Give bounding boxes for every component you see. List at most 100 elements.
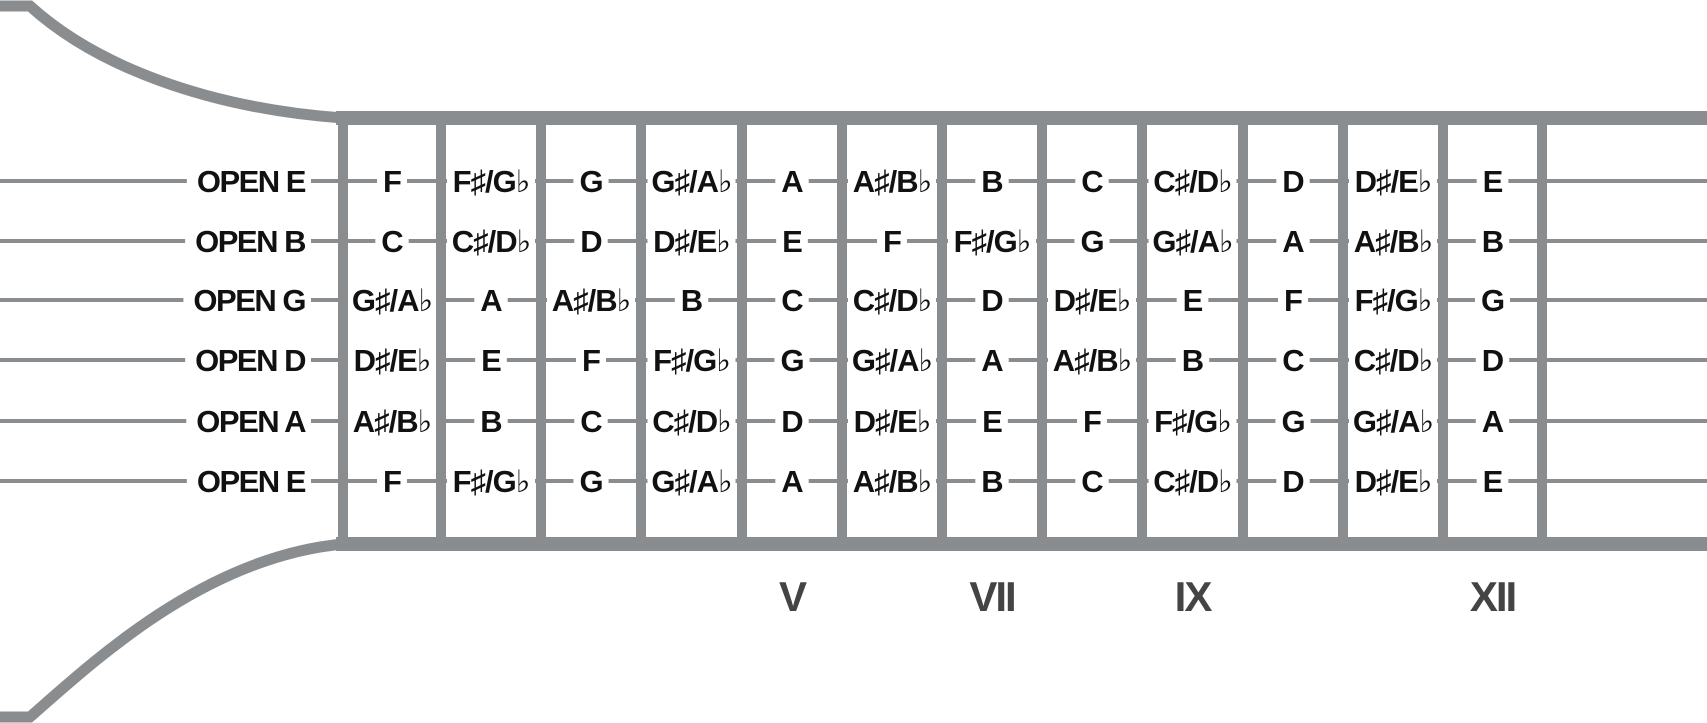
note-background	[1349, 342, 1437, 378]
note-background	[776, 223, 808, 259]
open-string-label: OPEN G	[193, 283, 305, 318]
note-background	[375, 223, 409, 259]
note-label: F	[1284, 283, 1302, 318]
note-background	[1349, 223, 1437, 259]
note-background	[1276, 342, 1310, 378]
note-label: G	[1281, 404, 1304, 439]
note-background	[775, 403, 809, 439]
fret-marker-xii: XII	[1470, 573, 1515, 620]
open-label-background	[185, 341, 311, 379]
note-background	[1476, 163, 1509, 199]
note-background	[1475, 403, 1510, 439]
note-background	[647, 463, 736, 499]
note-background	[647, 163, 736, 199]
note-label: G♯/A♭	[1353, 404, 1433, 439]
note-background	[975, 463, 1009, 499]
open-string-label: OPEN A	[196, 404, 306, 439]
note-background	[348, 403, 436, 439]
note-label: G♯/A♭	[651, 164, 731, 199]
note-background	[574, 403, 608, 439]
note-label: F	[383, 464, 401, 499]
note-background	[447, 163, 535, 199]
note-background	[848, 403, 936, 439]
note-background	[774, 342, 810, 378]
note-label: A	[781, 164, 803, 199]
note-label: F♯/G♭	[1355, 283, 1432, 318]
note-label: G	[780, 343, 803, 378]
note-label: F♯/G♭	[453, 464, 530, 499]
open-string-labels: OPEN E OPEN B OPEN G OPEN D OPEN A OPEN E	[183, 162, 311, 500]
open-label-background	[186, 402, 311, 440]
open-label-background	[183, 281, 311, 319]
note-label: A	[1282, 224, 1304, 259]
note-background	[848, 282, 936, 318]
note-background	[975, 163, 1009, 199]
note-background	[348, 342, 436, 378]
note-label: A♯/B♭	[552, 283, 631, 318]
fret-marker-v: V	[779, 573, 807, 620]
note-label: C	[580, 404, 602, 439]
note-background	[1275, 403, 1311, 439]
note-label: B	[681, 283, 702, 318]
note-label: C	[781, 283, 803, 318]
note-label: B	[480, 404, 501, 439]
note-background	[348, 282, 436, 318]
note-label: B	[1482, 224, 1503, 259]
fret-position-markers: V VII IX XII	[779, 573, 1517, 620]
note-label: D♯/E♭	[653, 224, 730, 259]
note-background	[1048, 282, 1136, 318]
note-background	[1074, 223, 1110, 259]
note-background	[647, 223, 736, 259]
note-background	[775, 282, 809, 318]
note-background	[474, 403, 508, 439]
note-label: A♯/B♭	[353, 404, 432, 439]
note-label: C♯/D♭	[1153, 164, 1232, 199]
note-background	[1175, 342, 1210, 378]
note-background	[647, 403, 736, 439]
note-background	[1176, 282, 1209, 318]
note-label: G♯/A♭	[852, 343, 932, 378]
note-background	[975, 282, 1009, 318]
note-background	[573, 163, 609, 199]
note-background	[574, 223, 608, 259]
note-background	[1048, 342, 1136, 378]
note-background	[1349, 163, 1437, 199]
note-label: D	[1282, 164, 1304, 199]
note-label: F	[1083, 404, 1101, 439]
note-label: G♯/A♭	[352, 283, 432, 318]
note-label: A♯/B♭	[1354, 224, 1433, 259]
note-label: C♯/D♭	[1354, 343, 1433, 378]
note-background	[1077, 403, 1107, 439]
note-label: G♯/A♭	[1152, 224, 1232, 259]
note-label: A♯/B♭	[853, 464, 932, 499]
note-label: C♯/D♭	[652, 404, 731, 439]
note-label: D♯/E♭	[1355, 164, 1432, 199]
note-label: F♯/G♭	[453, 164, 530, 199]
open-label-background	[186, 162, 311, 200]
note-background	[1148, 403, 1237, 439]
note-background	[674, 282, 709, 318]
note-label: E	[1183, 283, 1203, 318]
note-background	[1475, 223, 1510, 259]
note-label: F	[582, 343, 600, 378]
open-string-label: OPEN B	[195, 224, 305, 259]
fretboard-notes: F F♯/G♭ G G♯/A♭ A A♯/B♭ B C C♯/D♭ D D♯/E♭ EC C♯/D♭ D D…	[348, 163, 1511, 499]
note-background	[848, 463, 936, 499]
note-background	[848, 163, 936, 199]
note-background	[877, 223, 907, 259]
note-label: G	[1481, 283, 1504, 318]
note-label: F	[883, 224, 901, 259]
note-background	[573, 463, 609, 499]
note-label: G♯/A♭	[651, 464, 731, 499]
note-background	[1476, 463, 1509, 499]
note-background	[1276, 463, 1310, 499]
note-background	[1349, 282, 1437, 318]
note-label: D♯/E♭	[1054, 283, 1131, 318]
note-label: E	[1483, 464, 1503, 499]
open-label-background	[186, 462, 311, 500]
open-string-label: OPEN E	[197, 464, 306, 499]
note-background	[1148, 223, 1237, 259]
note-label: C	[1081, 164, 1103, 199]
fret-marker-vii: VII	[969, 573, 1014, 620]
